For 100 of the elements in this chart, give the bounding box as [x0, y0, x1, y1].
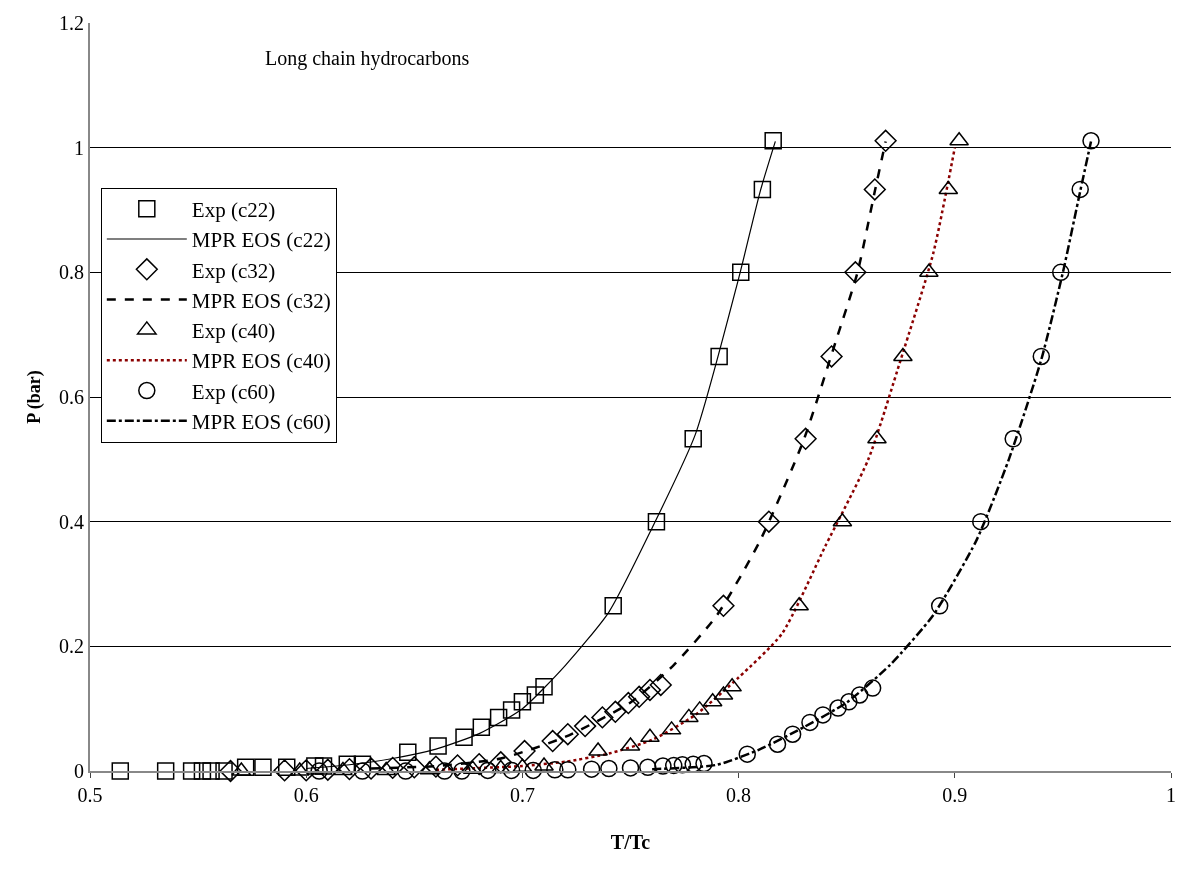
- point: [621, 759, 640, 777]
- point: [1004, 430, 1022, 448]
- point: [892, 347, 913, 362]
- legend-label: Exp (c60): [191, 379, 276, 404]
- point: [638, 678, 662, 702]
- point: [424, 755, 448, 778]
- point: [678, 708, 699, 723]
- point: [332, 761, 353, 776]
- point: [738, 745, 756, 763]
- point: [753, 180, 772, 199]
- legend-label: Exp (c32): [191, 258, 276, 283]
- point: [930, 597, 949, 615]
- point: [513, 739, 536, 763]
- point: [1052, 263, 1070, 282]
- point: [764, 132, 782, 150]
- point: [502, 761, 521, 780]
- point: [403, 756, 426, 779]
- point: [600, 759, 618, 778]
- y-tick-label: 1.2: [59, 12, 84, 34]
- point: [647, 512, 666, 531]
- x-tick-label: 0.9: [942, 784, 968, 806]
- point: [840, 693, 858, 711]
- point: [193, 762, 212, 780]
- point: [490, 759, 511, 774]
- point: [512, 758, 533, 773]
- point: [202, 762, 220, 780]
- point: [295, 759, 318, 782]
- point: [972, 512, 990, 531]
- point: [182, 762, 201, 780]
- point: [489, 708, 508, 727]
- point: [794, 427, 817, 450]
- point: [236, 758, 255, 777]
- point: [468, 752, 491, 776]
- point: [535, 678, 553, 696]
- point: [582, 760, 601, 778]
- x-tick-label: 0.8: [726, 784, 752, 806]
- point: [863, 679, 882, 697]
- y-tick-label: 0.8: [59, 261, 84, 284]
- point: [254, 758, 272, 777]
- y-tick-label: 0.4: [59, 510, 84, 533]
- x-tick-label: 1: [1166, 784, 1176, 806]
- x-tick-label: 0.7: [509, 784, 535, 806]
- point: [850, 686, 869, 704]
- point: [844, 261, 867, 284]
- point: [111, 762, 130, 780]
- point: [219, 759, 242, 783]
- x-axis-title: T/Tc: [610, 831, 651, 853]
- point: [1032, 347, 1051, 366]
- legend-label: MPR EOS (c22): [191, 228, 331, 253]
- point: [1071, 180, 1089, 199]
- point: [399, 743, 417, 762]
- point: [938, 180, 959, 195]
- point: [524, 761, 542, 780]
- point: [801, 713, 819, 732]
- point: [1082, 132, 1100, 150]
- y-tick-label: 0: [74, 760, 84, 782]
- y-tick-label: 0.6: [59, 386, 84, 408]
- annotation: Long chain hydrocarbons: [265, 47, 470, 70]
- point: [556, 723, 579, 746]
- point: [712, 594, 735, 617]
- point: [359, 757, 383, 780]
- point: [695, 754, 713, 773]
- point: [429, 737, 447, 755]
- point: [874, 129, 897, 152]
- point: [591, 706, 614, 729]
- point: [489, 751, 512, 774]
- point: [513, 693, 532, 711]
- point: [316, 758, 339, 781]
- point: [604, 597, 622, 615]
- point: [502, 701, 521, 719]
- point: [559, 761, 577, 779]
- point: [829, 699, 847, 717]
- point: [472, 718, 491, 737]
- point: [649, 673, 672, 697]
- point: [757, 510, 781, 533]
- point: [710, 347, 728, 366]
- point: [617, 691, 640, 715]
- legend-label: MPR EOS (c60): [191, 410, 331, 434]
- x-tick-label: 0.5: [77, 784, 103, 806]
- point: [273, 759, 296, 782]
- point: [820, 345, 843, 368]
- legend-label: Exp (c40): [191, 319, 276, 344]
- point: [156, 762, 175, 780]
- point: [546, 761, 564, 779]
- point: [526, 686, 545, 704]
- point: [863, 178, 886, 201]
- point: [628, 685, 651, 708]
- point: [604, 700, 627, 723]
- point: [376, 761, 397, 776]
- point: [783, 725, 802, 743]
- point: [573, 714, 597, 738]
- point: [446, 754, 469, 777]
- point: [832, 512, 853, 527]
- point: [381, 756, 404, 780]
- point: [684, 430, 702, 448]
- point: [277, 758, 296, 777]
- point: [768, 735, 787, 753]
- y-axis-title: P (bar): [23, 370, 45, 424]
- point: [455, 728, 473, 747]
- point: [338, 757, 361, 781]
